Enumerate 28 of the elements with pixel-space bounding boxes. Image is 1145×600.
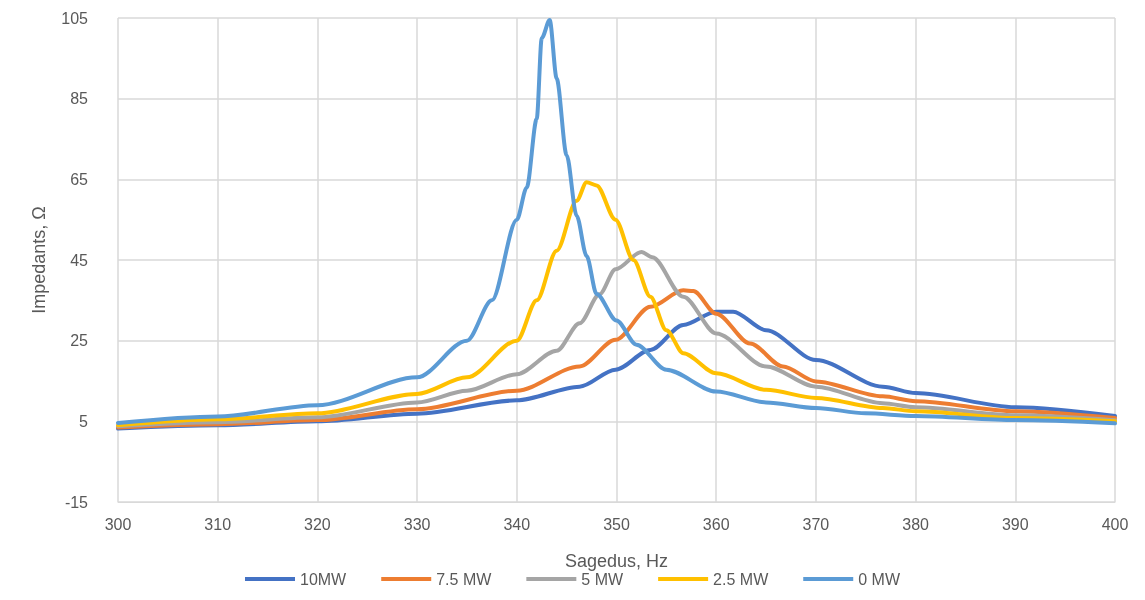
y-tick-label: 25 xyxy=(70,332,89,350)
y-tick-label: 5 xyxy=(79,412,89,430)
x-tick-label: 300 xyxy=(104,515,132,533)
x-tick-label: 390 xyxy=(1001,515,1029,533)
y-tick-label: 105 xyxy=(61,9,89,27)
x-tick-label: 360 xyxy=(702,515,730,533)
legend-label: 7.5 MW xyxy=(436,570,493,588)
legend-label: 2.5 MW xyxy=(713,570,770,588)
x-tick-label: 310 xyxy=(204,515,232,533)
x-tick-label: 330 xyxy=(403,515,431,533)
y-tick-label: -15 xyxy=(64,493,89,511)
line-series xyxy=(116,180,1117,428)
legend-label: 10MW xyxy=(300,570,348,588)
x-tick-label: 320 xyxy=(304,515,331,533)
line-series xyxy=(116,288,1117,430)
x-tick-label: 400 xyxy=(1101,515,1129,533)
y-axis-title: Impedants, Ω xyxy=(29,206,49,314)
legend-label: 5 MW xyxy=(581,570,625,588)
x-tick-label: 380 xyxy=(902,515,930,533)
x-tick-label: 350 xyxy=(603,515,630,533)
x-axis-title: Sagedus, Hz xyxy=(564,551,669,571)
line-series xyxy=(116,249,1117,429)
legend-label: 0 MW xyxy=(858,570,901,588)
x-tick-label: 340 xyxy=(503,515,531,533)
x-tick-label: 370 xyxy=(802,515,830,533)
y-tick-label: 45 xyxy=(70,251,89,269)
y-tick-label: 65 xyxy=(70,170,89,188)
y-tick-label: 85 xyxy=(70,90,89,108)
